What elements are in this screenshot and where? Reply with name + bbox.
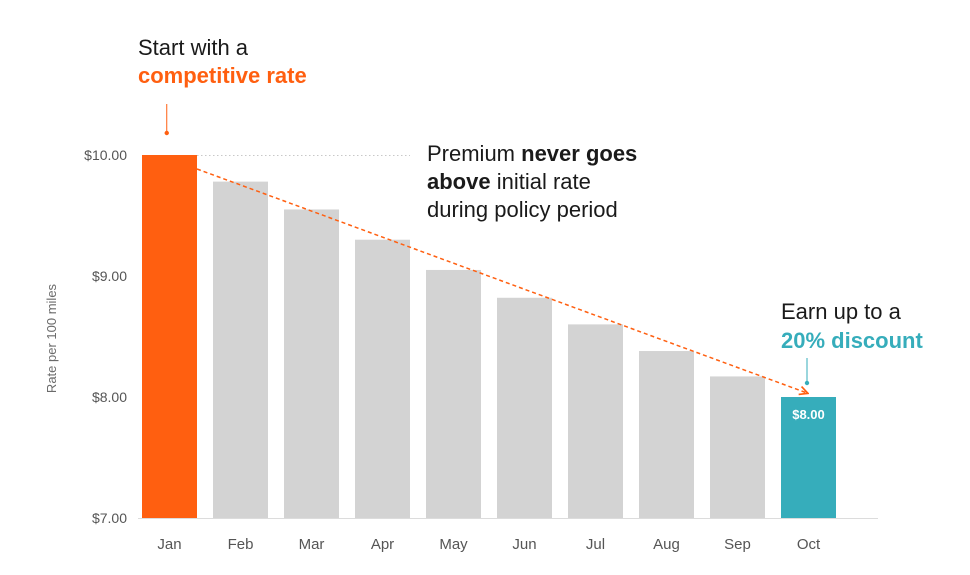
x-tick-label: Jun (512, 536, 536, 553)
premium-text-bold2: above (427, 169, 491, 194)
x-tick-label: Sep (724, 536, 751, 553)
x-tick-label: May (439, 536, 468, 553)
data-label-oct: $8.00 (792, 407, 825, 422)
bar-jun (497, 297, 552, 518)
premium-annotation-line3: during policy period (427, 197, 618, 222)
x-tick-label: Jul (586, 536, 605, 553)
y-tick-label: $9.00 (92, 268, 127, 284)
earn-annotation: Earn up to a 20% discount (781, 297, 923, 355)
premium-annotation-line1: Premium never goes (427, 140, 637, 168)
trend-arrow (196, 168, 807, 393)
bar-aug (639, 351, 694, 518)
start-callout-dot (164, 130, 169, 136)
premium-text-part2: initial rate (490, 169, 591, 194)
bar-jul (568, 324, 623, 518)
bar-oct (781, 397, 836, 518)
bar-may (426, 269, 481, 518)
y-tick-label: $10.00 (84, 147, 127, 163)
y-tick-label: $8.00 (92, 389, 127, 405)
premium-annotation: Premium never goes above initial rate du… (427, 140, 637, 224)
x-tick-label: Apr (371, 536, 394, 553)
x-tick-label: Jan (157, 536, 181, 553)
x-tick-label: Aug (653, 536, 680, 553)
bar-jan (142, 155, 197, 518)
x-tick-label: Mar (299, 536, 325, 553)
earn-callout-dot (804, 380, 810, 386)
start-annotation-highlight: competitive rate (138, 63, 307, 88)
earn-annotation-highlight: 20% discount (781, 328, 923, 353)
y-axis-label: Rate per 100 miles (44, 283, 59, 393)
bar-mar (284, 209, 339, 518)
bar-apr (355, 239, 410, 518)
bar-feb (213, 181, 268, 518)
bar-sep (710, 376, 765, 518)
premium-text-bold1: never goes (521, 141, 638, 166)
y-tick-label: $7.00 (92, 510, 127, 526)
start-annotation: Start with a competitive rate (138, 34, 307, 90)
x-tick-label: Feb (228, 536, 254, 553)
earn-annotation-line1: Earn up to a (781, 299, 901, 324)
premium-annotation-line2: above initial rate (427, 168, 637, 196)
start-annotation-line1: Start with a (138, 35, 249, 60)
premium-text-part1: Premium (427, 141, 522, 166)
x-tick-label: Oct (797, 536, 821, 553)
